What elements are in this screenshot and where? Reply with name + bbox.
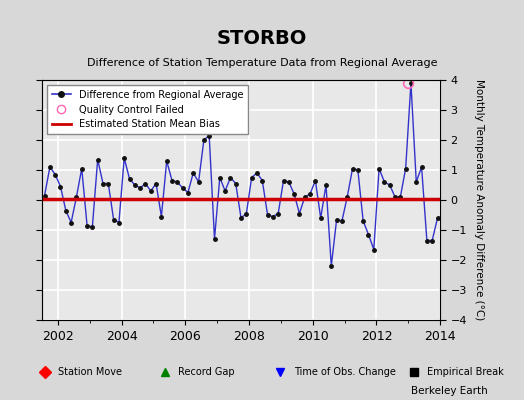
Text: Difference of Station Temperature Data from Regional Average: Difference of Station Temperature Data f…	[87, 58, 437, 68]
Text: Berkeley Earth: Berkeley Earth	[411, 386, 487, 396]
Legend: Difference from Regional Average, Quality Control Failed, Estimated Station Mean: Difference from Regional Average, Qualit…	[47, 85, 248, 134]
Text: Empirical Break: Empirical Break	[428, 367, 504, 377]
Text: Time of Obs. Change: Time of Obs. Change	[293, 367, 396, 377]
Y-axis label: Monthly Temperature Anomaly Difference (°C): Monthly Temperature Anomaly Difference (…	[474, 79, 484, 321]
Text: Station Move: Station Move	[59, 367, 123, 377]
Text: STORBO: STORBO	[217, 29, 307, 48]
Text: Record Gap: Record Gap	[178, 367, 235, 377]
